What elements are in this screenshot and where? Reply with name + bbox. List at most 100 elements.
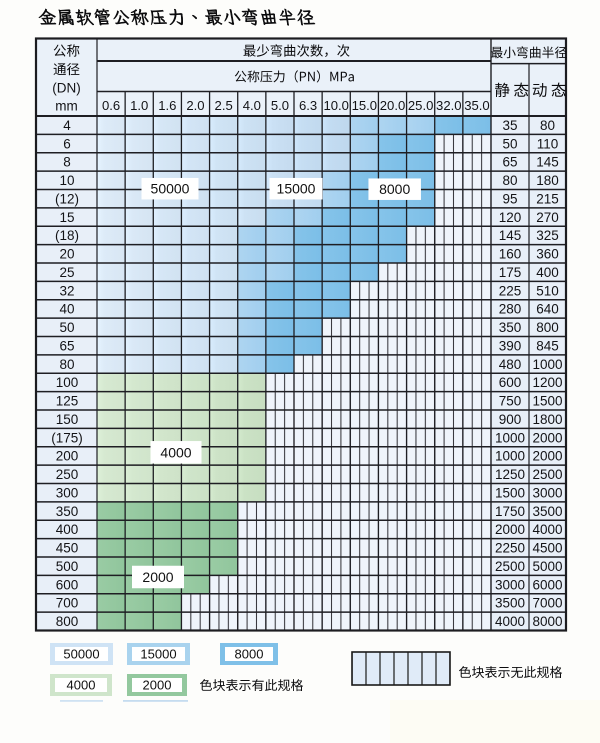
svg-text:10.0: 10.0 <box>323 98 348 113</box>
svg-text:640: 640 <box>536 302 559 317</box>
svg-text:215: 215 <box>536 191 559 206</box>
svg-text:2000: 2000 <box>495 522 525 537</box>
svg-text:mm: mm <box>55 99 78 114</box>
svg-text:80: 80 <box>59 357 74 372</box>
svg-text:3000: 3000 <box>495 577 525 592</box>
svg-text:80: 80 <box>502 173 517 188</box>
svg-text:2.5: 2.5 <box>215 98 233 113</box>
svg-text:145: 145 <box>536 155 559 170</box>
svg-text:1000: 1000 <box>495 430 525 445</box>
svg-text:400: 400 <box>56 522 79 537</box>
svg-text:8000: 8000 <box>379 181 410 197</box>
svg-text:390: 390 <box>499 338 522 353</box>
svg-text:480: 480 <box>499 357 522 372</box>
svg-text:145: 145 <box>499 228 522 243</box>
svg-text:95: 95 <box>502 191 517 206</box>
svg-text:360: 360 <box>536 247 559 262</box>
svg-text:32: 32 <box>59 283 74 298</box>
svg-text:1750: 1750 <box>495 504 525 519</box>
svg-text:65: 65 <box>502 155 517 170</box>
svg-text:65: 65 <box>59 338 74 353</box>
svg-text:4000: 4000 <box>160 444 191 460</box>
svg-text:1500: 1500 <box>532 394 562 409</box>
svg-text:15.0: 15.0 <box>352 98 377 113</box>
svg-text:50000: 50000 <box>63 647 99 662</box>
svg-text:4000: 4000 <box>495 614 525 629</box>
svg-text:125: 125 <box>56 394 79 409</box>
svg-text:(175): (175) <box>51 430 83 445</box>
svg-text:2000: 2000 <box>142 569 173 585</box>
svg-text:100: 100 <box>56 375 79 390</box>
svg-text:15: 15 <box>59 210 74 225</box>
svg-text:450: 450 <box>56 541 79 556</box>
svg-text:175: 175 <box>499 265 522 280</box>
svg-text:120: 120 <box>499 210 522 225</box>
svg-text:4000: 4000 <box>532 522 562 537</box>
svg-text:3500: 3500 <box>495 596 525 611</box>
svg-text:2250: 2250 <box>495 541 525 556</box>
svg-text:4500: 4500 <box>532 541 562 556</box>
svg-text:600: 600 <box>56 577 79 592</box>
svg-text:225: 225 <box>499 283 522 298</box>
svg-text:250: 250 <box>56 467 79 482</box>
svg-text:510: 510 <box>536 283 559 298</box>
svg-text:50: 50 <box>59 320 74 335</box>
svg-text:1500: 1500 <box>495 485 525 500</box>
svg-text:25: 25 <box>59 265 74 280</box>
svg-text:2000: 2000 <box>532 430 562 445</box>
svg-text:350: 350 <box>499 320 522 335</box>
svg-text:600: 600 <box>499 375 522 390</box>
svg-text:6000: 6000 <box>532 577 562 592</box>
svg-text:4.0: 4.0 <box>243 98 261 113</box>
svg-text:5.0: 5.0 <box>271 98 289 113</box>
svg-text:110: 110 <box>537 136 559 151</box>
svg-text:4000: 4000 <box>67 678 96 693</box>
svg-text:325: 325 <box>536 228 559 243</box>
svg-text:50: 50 <box>502 136 517 151</box>
svg-text:0.6: 0.6 <box>102 98 120 113</box>
svg-text:20: 20 <box>59 247 74 262</box>
svg-text:750: 750 <box>499 394 522 409</box>
svg-text:2.0: 2.0 <box>186 98 204 113</box>
svg-text:900: 900 <box>499 412 522 427</box>
svg-text:300: 300 <box>56 485 79 500</box>
svg-text:1250: 1250 <box>495 467 525 482</box>
svg-text:2000: 2000 <box>143 678 172 693</box>
svg-text:20.0: 20.0 <box>380 98 405 113</box>
svg-text:1.6: 1.6 <box>158 98 176 113</box>
svg-text:32.0: 32.0 <box>436 98 461 113</box>
svg-text:(12): (12) <box>55 191 79 206</box>
svg-text:15000: 15000 <box>277 181 316 197</box>
svg-text:(18): (18) <box>55 228 79 243</box>
svg-text:35: 35 <box>502 118 517 133</box>
svg-text:280: 280 <box>499 302 522 317</box>
svg-text:8000: 8000 <box>235 647 264 662</box>
svg-text:4: 4 <box>63 118 71 133</box>
svg-text:150: 150 <box>56 412 79 427</box>
svg-text:6: 6 <box>63 136 71 151</box>
svg-text:1200: 1200 <box>532 375 562 390</box>
svg-text:845: 845 <box>536 338 559 353</box>
svg-text:1800: 1800 <box>532 412 562 427</box>
svg-text:2500: 2500 <box>532 467 562 482</box>
svg-text:40: 40 <box>59 302 74 317</box>
svg-text:350: 350 <box>56 504 79 519</box>
svg-text:80: 80 <box>540 118 555 133</box>
svg-text:800: 800 <box>56 614 79 629</box>
svg-text:800: 800 <box>536 320 559 335</box>
svg-text:15000: 15000 <box>140 647 176 662</box>
svg-text:10: 10 <box>59 173 74 188</box>
svg-text:1000: 1000 <box>495 449 525 464</box>
svg-text:8000: 8000 <box>532 614 562 629</box>
svg-text:25.0: 25.0 <box>408 98 433 113</box>
svg-text:2000: 2000 <box>532 449 562 464</box>
svg-text:7000: 7000 <box>532 596 562 611</box>
svg-text:5000: 5000 <box>532 559 562 574</box>
svg-text:160: 160 <box>499 247 522 262</box>
svg-text:500: 500 <box>56 559 79 574</box>
svg-text:270: 270 <box>536 210 559 225</box>
svg-text:2500: 2500 <box>495 559 525 574</box>
svg-text:3500: 3500 <box>532 504 562 519</box>
svg-text:1000: 1000 <box>532 357 562 372</box>
svg-text:(DN): (DN) <box>52 80 81 95</box>
